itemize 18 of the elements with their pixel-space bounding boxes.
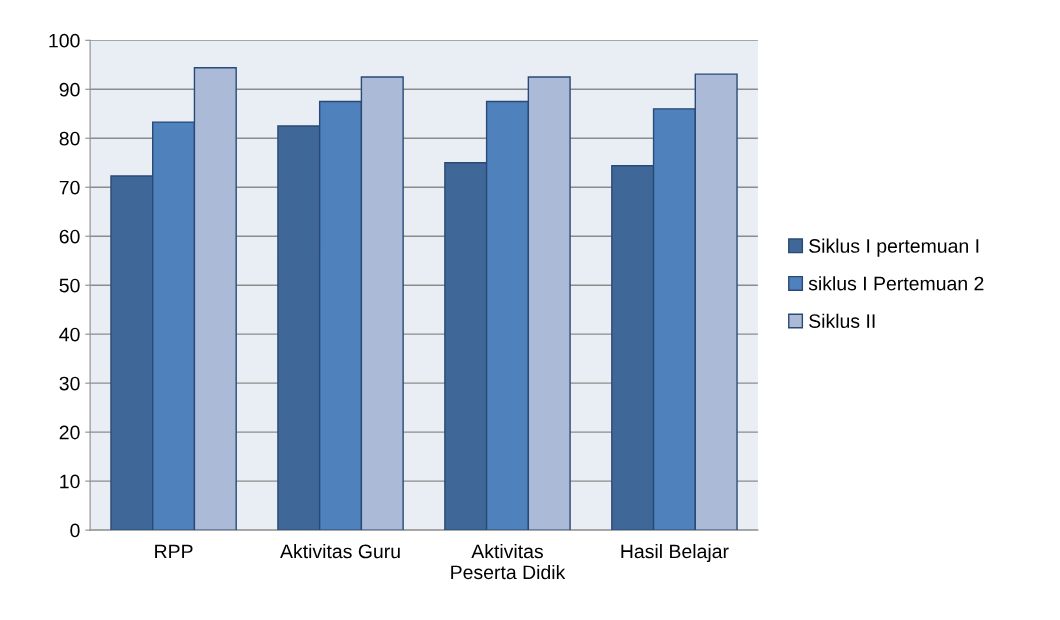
y-tick-label: 0 [70, 523, 80, 538]
y-tick-label: 70 [59, 180, 80, 195]
y-tick-label: 40 [59, 327, 80, 342]
y-tick-label: 60 [59, 229, 80, 244]
y-tick-label: 80 [59, 131, 80, 146]
x-tick-label: Hasil Belajar [621, 543, 729, 563]
y-tick-label: 50 [59, 278, 80, 293]
x-tick-label: RPP [155, 544, 193, 559]
x-tick-label: Aktivitas Guru [280, 543, 400, 559]
y-tick-label: 100 [49, 33, 80, 48]
legend-label: Siklus I pertemuan I [809, 238, 979, 257]
y-tick-label: 20 [59, 425, 80, 440]
y-tick-label: 30 [59, 376, 80, 391]
y-tick-label: 90 [59, 82, 80, 97]
y-tick-label: 10 [60, 474, 80, 489]
legend-label: siklus I Pertemuan 2 [808, 276, 984, 291]
x-tick-label: Aktivitas Peserta Didik [451, 543, 566, 580]
legend-label: Siklus II [809, 313, 875, 328]
